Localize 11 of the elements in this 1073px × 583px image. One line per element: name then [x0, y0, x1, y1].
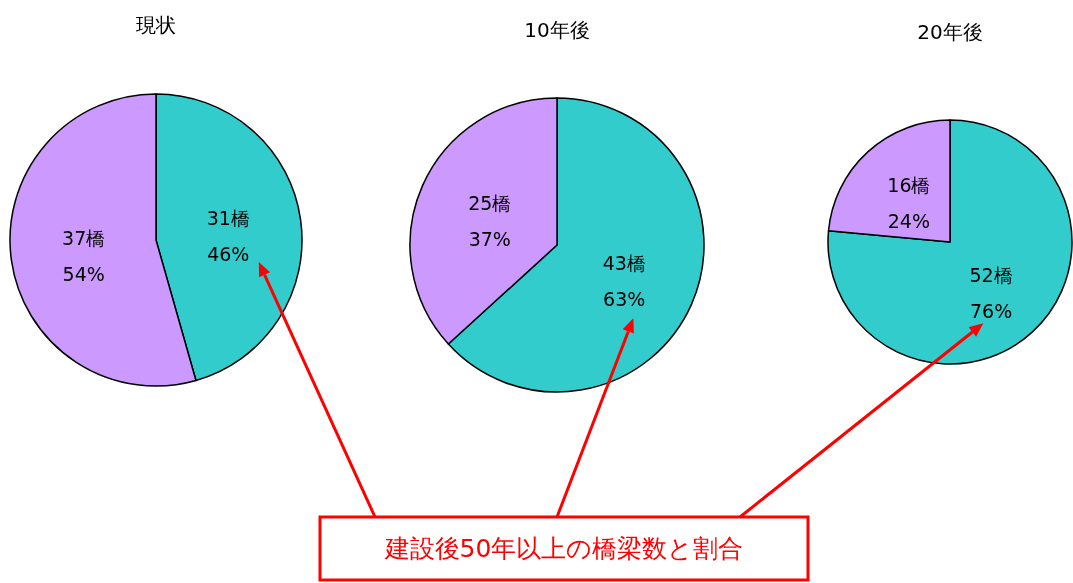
data-label: 52橋 76% — [969, 264, 1013, 323]
data-label: 31橋 46% — [206, 206, 250, 265]
data-label: 43橋 63% — [602, 251, 646, 310]
chart-title: 10年後 — [524, 18, 590, 42]
text: 建設後50年以上の橋梁数と割合 — [383, 534, 744, 563]
chart-title: 現状 — [136, 13, 176, 37]
data-label: 37橋 54% — [62, 227, 106, 286]
pie-slice — [827, 119, 1073, 365]
data-label: 16橋 24% — [887, 173, 931, 232]
data-label: 25橋 37% — [468, 192, 512, 251]
chart-title: 20年後 — [917, 20, 983, 44]
